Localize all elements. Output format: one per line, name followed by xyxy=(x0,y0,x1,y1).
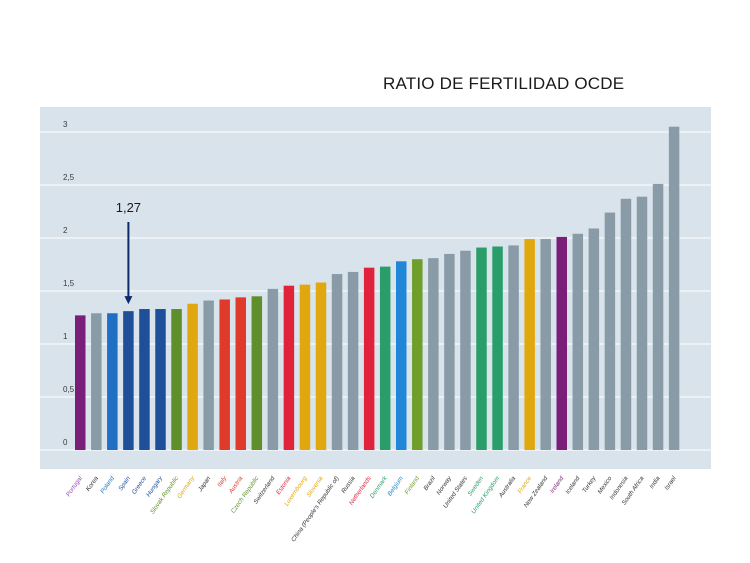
bar xyxy=(572,233,584,450)
bar xyxy=(171,309,182,450)
chart-title: RATIO DE FERTILIDAD OCDE xyxy=(383,74,625,93)
bar xyxy=(155,309,166,450)
x-tick-label: Israel xyxy=(663,475,678,492)
bar xyxy=(540,239,551,450)
bar xyxy=(267,288,279,450)
x-tick-label: Korea xyxy=(85,475,101,493)
bar xyxy=(476,247,487,450)
x-tick-label: Germany xyxy=(176,474,197,500)
bar xyxy=(412,259,423,450)
bar xyxy=(379,266,391,450)
x-axis-categories: Portugal Korea Poland SpainGreeceHungarySlo… xyxy=(65,474,678,543)
y-tick-label: 1,5 xyxy=(63,279,75,288)
bar xyxy=(299,284,311,450)
bar xyxy=(460,250,471,450)
y-tick-label: 2,5 xyxy=(63,173,75,182)
bar xyxy=(588,228,600,450)
bar xyxy=(668,126,680,450)
bar xyxy=(107,313,118,450)
x-tick-label: Belgium xyxy=(386,475,405,497)
bar xyxy=(492,246,503,450)
bar xyxy=(139,309,150,450)
x-tick-label: Iceland xyxy=(564,475,581,496)
x-tick-label: Japan xyxy=(196,475,212,494)
annotation-label: 1,27 xyxy=(116,200,141,215)
bar xyxy=(187,303,198,450)
bar xyxy=(508,245,519,450)
annotation: 1,27 xyxy=(116,200,141,305)
y-tick-label: 3 xyxy=(63,120,68,129)
bar xyxy=(315,282,327,450)
x-tick-label: Finland xyxy=(404,475,422,496)
x-tick-label: India xyxy=(648,475,662,490)
bar xyxy=(620,198,632,450)
y-tick-label: 1 xyxy=(63,332,68,341)
bar xyxy=(123,311,134,450)
bar xyxy=(347,271,359,450)
bar xyxy=(636,196,648,450)
x-tick-label: Denmark xyxy=(369,474,390,499)
bar xyxy=(556,236,567,450)
bar xyxy=(283,285,295,450)
x-tick-label: Spain xyxy=(117,475,132,492)
x-tick-label: Poland xyxy=(99,475,116,495)
bar xyxy=(604,212,616,450)
bar xyxy=(396,261,407,450)
bar xyxy=(219,299,230,450)
bar xyxy=(652,183,664,450)
bar xyxy=(331,274,343,450)
x-tick-label: Portugal xyxy=(65,475,84,498)
bars xyxy=(75,126,680,450)
x-tick-label: Brazil xyxy=(422,475,437,492)
y-axis-ticks: 0 0,5 1 1,5 2 2,5 3 xyxy=(63,120,75,447)
bar xyxy=(444,253,455,450)
bar xyxy=(363,267,375,450)
bar xyxy=(235,297,246,450)
gridlines xyxy=(40,131,711,451)
bar xyxy=(524,239,535,450)
bar xyxy=(203,300,214,450)
bar xyxy=(91,313,102,450)
x-tick-label: Italy xyxy=(216,474,229,488)
y-tick-label: 2 xyxy=(63,226,68,235)
y-tick-label: 0,5 xyxy=(63,385,75,394)
bar xyxy=(428,258,439,450)
y-tick-label: 0 xyxy=(63,438,68,447)
bar xyxy=(75,315,86,450)
annotation-arrow-head xyxy=(124,296,133,305)
plot-area xyxy=(40,107,711,469)
bar xyxy=(251,296,263,450)
